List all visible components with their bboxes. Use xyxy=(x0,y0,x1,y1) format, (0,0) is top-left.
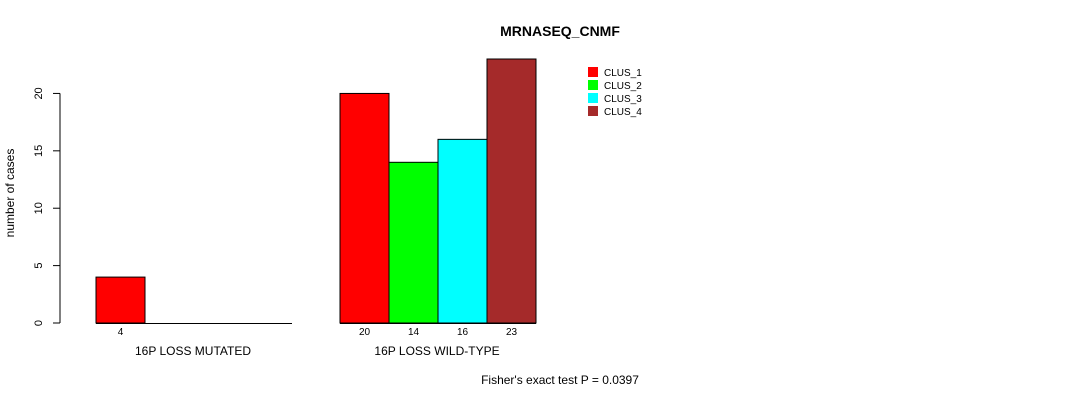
legend-swatch-clus_3 xyxy=(588,93,598,103)
bar-clus_1-group1 xyxy=(95,276,146,324)
bar-value-label: 23 xyxy=(506,327,518,338)
bar-value-label: 20 xyxy=(359,327,371,338)
bar-value-label: 4 xyxy=(118,327,124,338)
fisher-test-footnote: Fisher's exact test P = 0.0397 xyxy=(481,373,639,387)
y-tick-label-0: 0 xyxy=(33,320,45,326)
legend-label-clus_1: CLUS_1 xyxy=(604,68,642,79)
bar-value-label: 14 xyxy=(408,327,420,338)
group-labels: 16P LOSS MUTATED 16P LOSS WILD-TYPE xyxy=(135,344,500,358)
legend-swatch-clus_1 xyxy=(588,67,598,77)
legend-label-clus_4: CLUS_4 xyxy=(604,107,642,118)
y-axis-label: number of cases xyxy=(3,149,17,238)
legend: CLUS_1 CLUS_2 CLUS_3 CLUS_4 xyxy=(588,67,642,118)
bar-value-labels: 4 20 14 16 23 xyxy=(118,327,518,338)
bar-clus_3-group2 xyxy=(437,138,488,324)
group-label-2: 16P LOSS WILD-TYPE xyxy=(374,344,499,358)
group-label-1: 16P LOSS MUTATED xyxy=(135,344,251,358)
y-tick-label-20: 20 xyxy=(33,87,45,99)
bar-clus_1-group2 xyxy=(339,92,390,324)
legend-label-clus_3: CLUS_3 xyxy=(604,94,642,105)
legend-label-clus_2: CLUS_2 xyxy=(604,81,642,92)
bars xyxy=(95,58,537,324)
bar-clus_2-group2 xyxy=(388,161,439,324)
legend-swatch-clus_2 xyxy=(588,80,598,90)
y-tick-label-10: 10 xyxy=(33,202,45,214)
y-axis: 0 5 10 15 20 xyxy=(33,87,61,326)
chart-title: MRNASEQ_CNMF xyxy=(500,23,620,39)
bar-value-label: 16 xyxy=(457,327,469,338)
y-tick-label-15: 15 xyxy=(33,145,45,157)
legend-swatch-clus_4 xyxy=(588,106,598,116)
y-tick-label-5: 5 xyxy=(33,263,45,269)
bar-clus_4-group2 xyxy=(486,58,537,324)
